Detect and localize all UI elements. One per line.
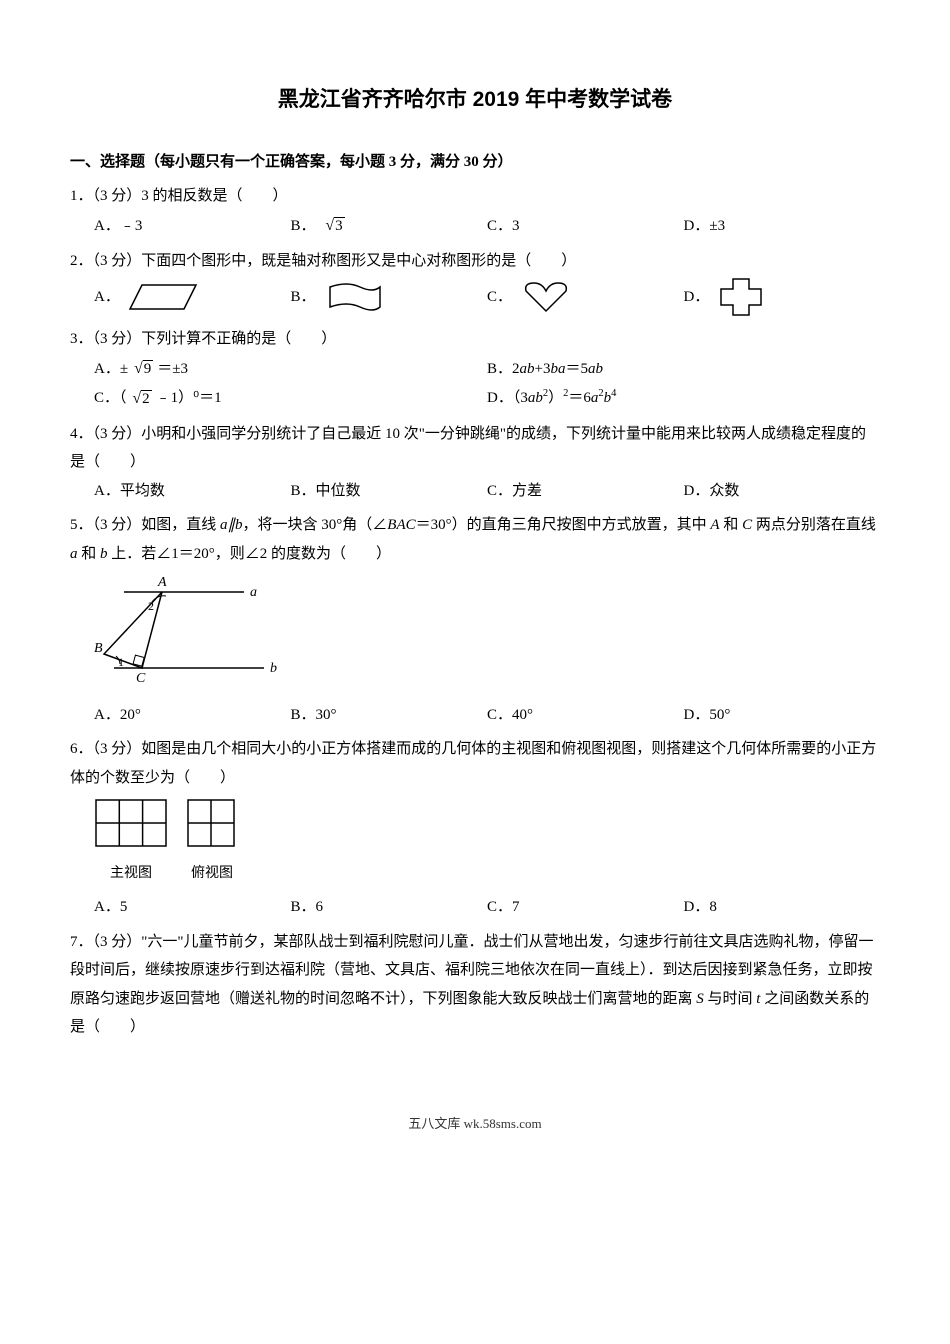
q6-opt-b: B．6 (291, 893, 488, 922)
q2-opt-a: A． (94, 275, 291, 319)
cross-shape-icon (713, 275, 769, 319)
q5-options: A．20° B．30° C．40° D．50° (70, 701, 880, 730)
q6-text: 6．（3 分）如图是由几个相同大小的小正方体搭建而成的几何体的主视图和俯视图视图… (70, 735, 880, 792)
question-6: 6．（3 分）如图是由几个相同大小的小正方体搭建而成的几何体的主视图和俯视图视图… (70, 735, 880, 922)
q1-text: 1．（3 分）3 的相反数是（ ） (70, 182, 880, 211)
q3-options-row2: C．（2﹣1）⁰＝1 D．（3ab2）2＝6a2b4 (70, 384, 880, 414)
question-1: 1．（3 分）3 的相反数是（ ） A．﹣3 B．3 C．3 D．±3 (70, 182, 880, 240)
q4-opt-a: A．平均数 (94, 477, 291, 506)
q2-opt-d: D． (684, 275, 881, 319)
question-2: 2．（3 分）下面四个图形中，既是轴对称图形又是中心对称图形的是（ ） A． B… (70, 247, 880, 320)
q3-text: 3．（3 分）下列计算不正确的是（ ） (70, 325, 880, 354)
sqrt-icon: 3 (324, 211, 345, 241)
q5-text: 5．（3 分）如图，直线 a∥b，将一块含 30°角（∠BAC＝30°）的直角三… (70, 511, 880, 568)
q5-opt-d: D．50° (684, 701, 881, 730)
flag-shape-icon (320, 279, 390, 315)
q5-figure: A B C a b 2 1 (70, 574, 880, 695)
q6-opt-d: D．8 (684, 893, 881, 922)
q6-opt-a: A．5 (94, 893, 291, 922)
q3-opt-b: B．2ab+3ba＝5ab (487, 354, 880, 384)
q1-opt-b: B．3 (291, 211, 488, 241)
q4-opt-d: D．众数 (684, 477, 881, 506)
q3-options-row1: A．±9＝±3 B．2ab+3ba＝5ab (70, 354, 880, 384)
sqrt-icon: 9 (132, 354, 153, 384)
q2-text: 2．（3 分）下面四个图形中，既是轴对称图形又是中心对称图形的是（ ） (70, 247, 880, 276)
q5-opt-a: A．20° (94, 701, 291, 730)
q4-opt-b: B．中位数 (291, 477, 488, 506)
q1-opt-d: D．±3 (684, 211, 881, 241)
q4-options: A．平均数 B．中位数 C．方差 D．众数 (70, 477, 880, 506)
label-angle1: 1 (118, 655, 124, 669)
exam-title: 黑龙江省齐齐哈尔市 2019 年中考数学试卷 (70, 80, 880, 120)
label-angle2: 2 (148, 599, 154, 613)
q5-opt-c: C．40° (487, 701, 684, 730)
q3-opt-c: C．（2﹣1）⁰＝1 (94, 384, 487, 414)
q3-opt-b-text: B．2ab+3ba＝5ab (487, 355, 603, 384)
heart-icon (516, 277, 576, 317)
question-4: 4．（3 分）小明和小强同学分别统计了自己最近 10 次"一分钟跳绳"的成绩，下… (70, 420, 880, 506)
question-7: 7．（3 分）"六一"儿童节前夕，某部队战士到福利院慰问儿童．战士们从营地出发，… (70, 928, 880, 1042)
label-a: a (250, 585, 257, 600)
q2-opt-b: B． (291, 275, 488, 319)
q4-opt-c: C．方差 (487, 477, 684, 506)
page-footer: 五八文库 wk.58sms.com (70, 1112, 880, 1137)
label-A: A (157, 575, 167, 590)
q3-opt-d-text: D．（3ab2）2＝6a2b4 (487, 384, 616, 413)
q6-opt-c: C．7 (487, 893, 684, 922)
q7-text: 7．（3 分）"六一"儿童节前夕，某部队战士到福利院慰问儿童．战士们从营地出发，… (70, 928, 880, 1042)
q1-opt-a: A．﹣3 (94, 211, 291, 241)
question-5: 5．（3 分）如图，直线 a∥b，将一块含 30°角（∠BAC＝30°）的直角三… (70, 511, 880, 729)
q2-opt-c: C． (487, 275, 684, 319)
q2-options: A． B． C． D． (70, 275, 880, 319)
top-view-label: 俯视图 (186, 861, 238, 888)
q6-options: A．5 B．6 C．7 D．8 (70, 893, 880, 922)
q3-opt-d: D．（3ab2）2＝6a2b4 (487, 384, 880, 414)
q1-opt-c: C．3 (487, 211, 684, 241)
sqrt-icon: 2 (131, 384, 152, 414)
top-view: 俯视图 (186, 798, 238, 887)
q3-opt-a: A．±9＝±3 (94, 354, 487, 384)
parallelogram-icon (124, 279, 204, 315)
section-1-header: 一、选择题（每小题只有一个正确答案，每小题 3 分，满分 30 分） (70, 148, 880, 177)
front-view: 主视图 (94, 798, 168, 887)
q1-options: A．﹣3 B．3 C．3 D．±3 (70, 211, 880, 241)
question-3: 3．（3 分）下列计算不正确的是（ ） A．±9＝±3 B．2ab+3ba＝5a… (70, 325, 880, 413)
q6-figure: 主视图 俯视图 (70, 798, 880, 887)
front-view-label: 主视图 (94, 861, 168, 888)
label-b: b (270, 661, 277, 676)
label-C: C (136, 671, 146, 684)
label-B: B (94, 641, 103, 656)
q5-opt-b: B．30° (291, 701, 488, 730)
q4-text: 4．（3 分）小明和小强同学分别统计了自己最近 10 次"一分钟跳绳"的成绩，下… (70, 420, 880, 477)
